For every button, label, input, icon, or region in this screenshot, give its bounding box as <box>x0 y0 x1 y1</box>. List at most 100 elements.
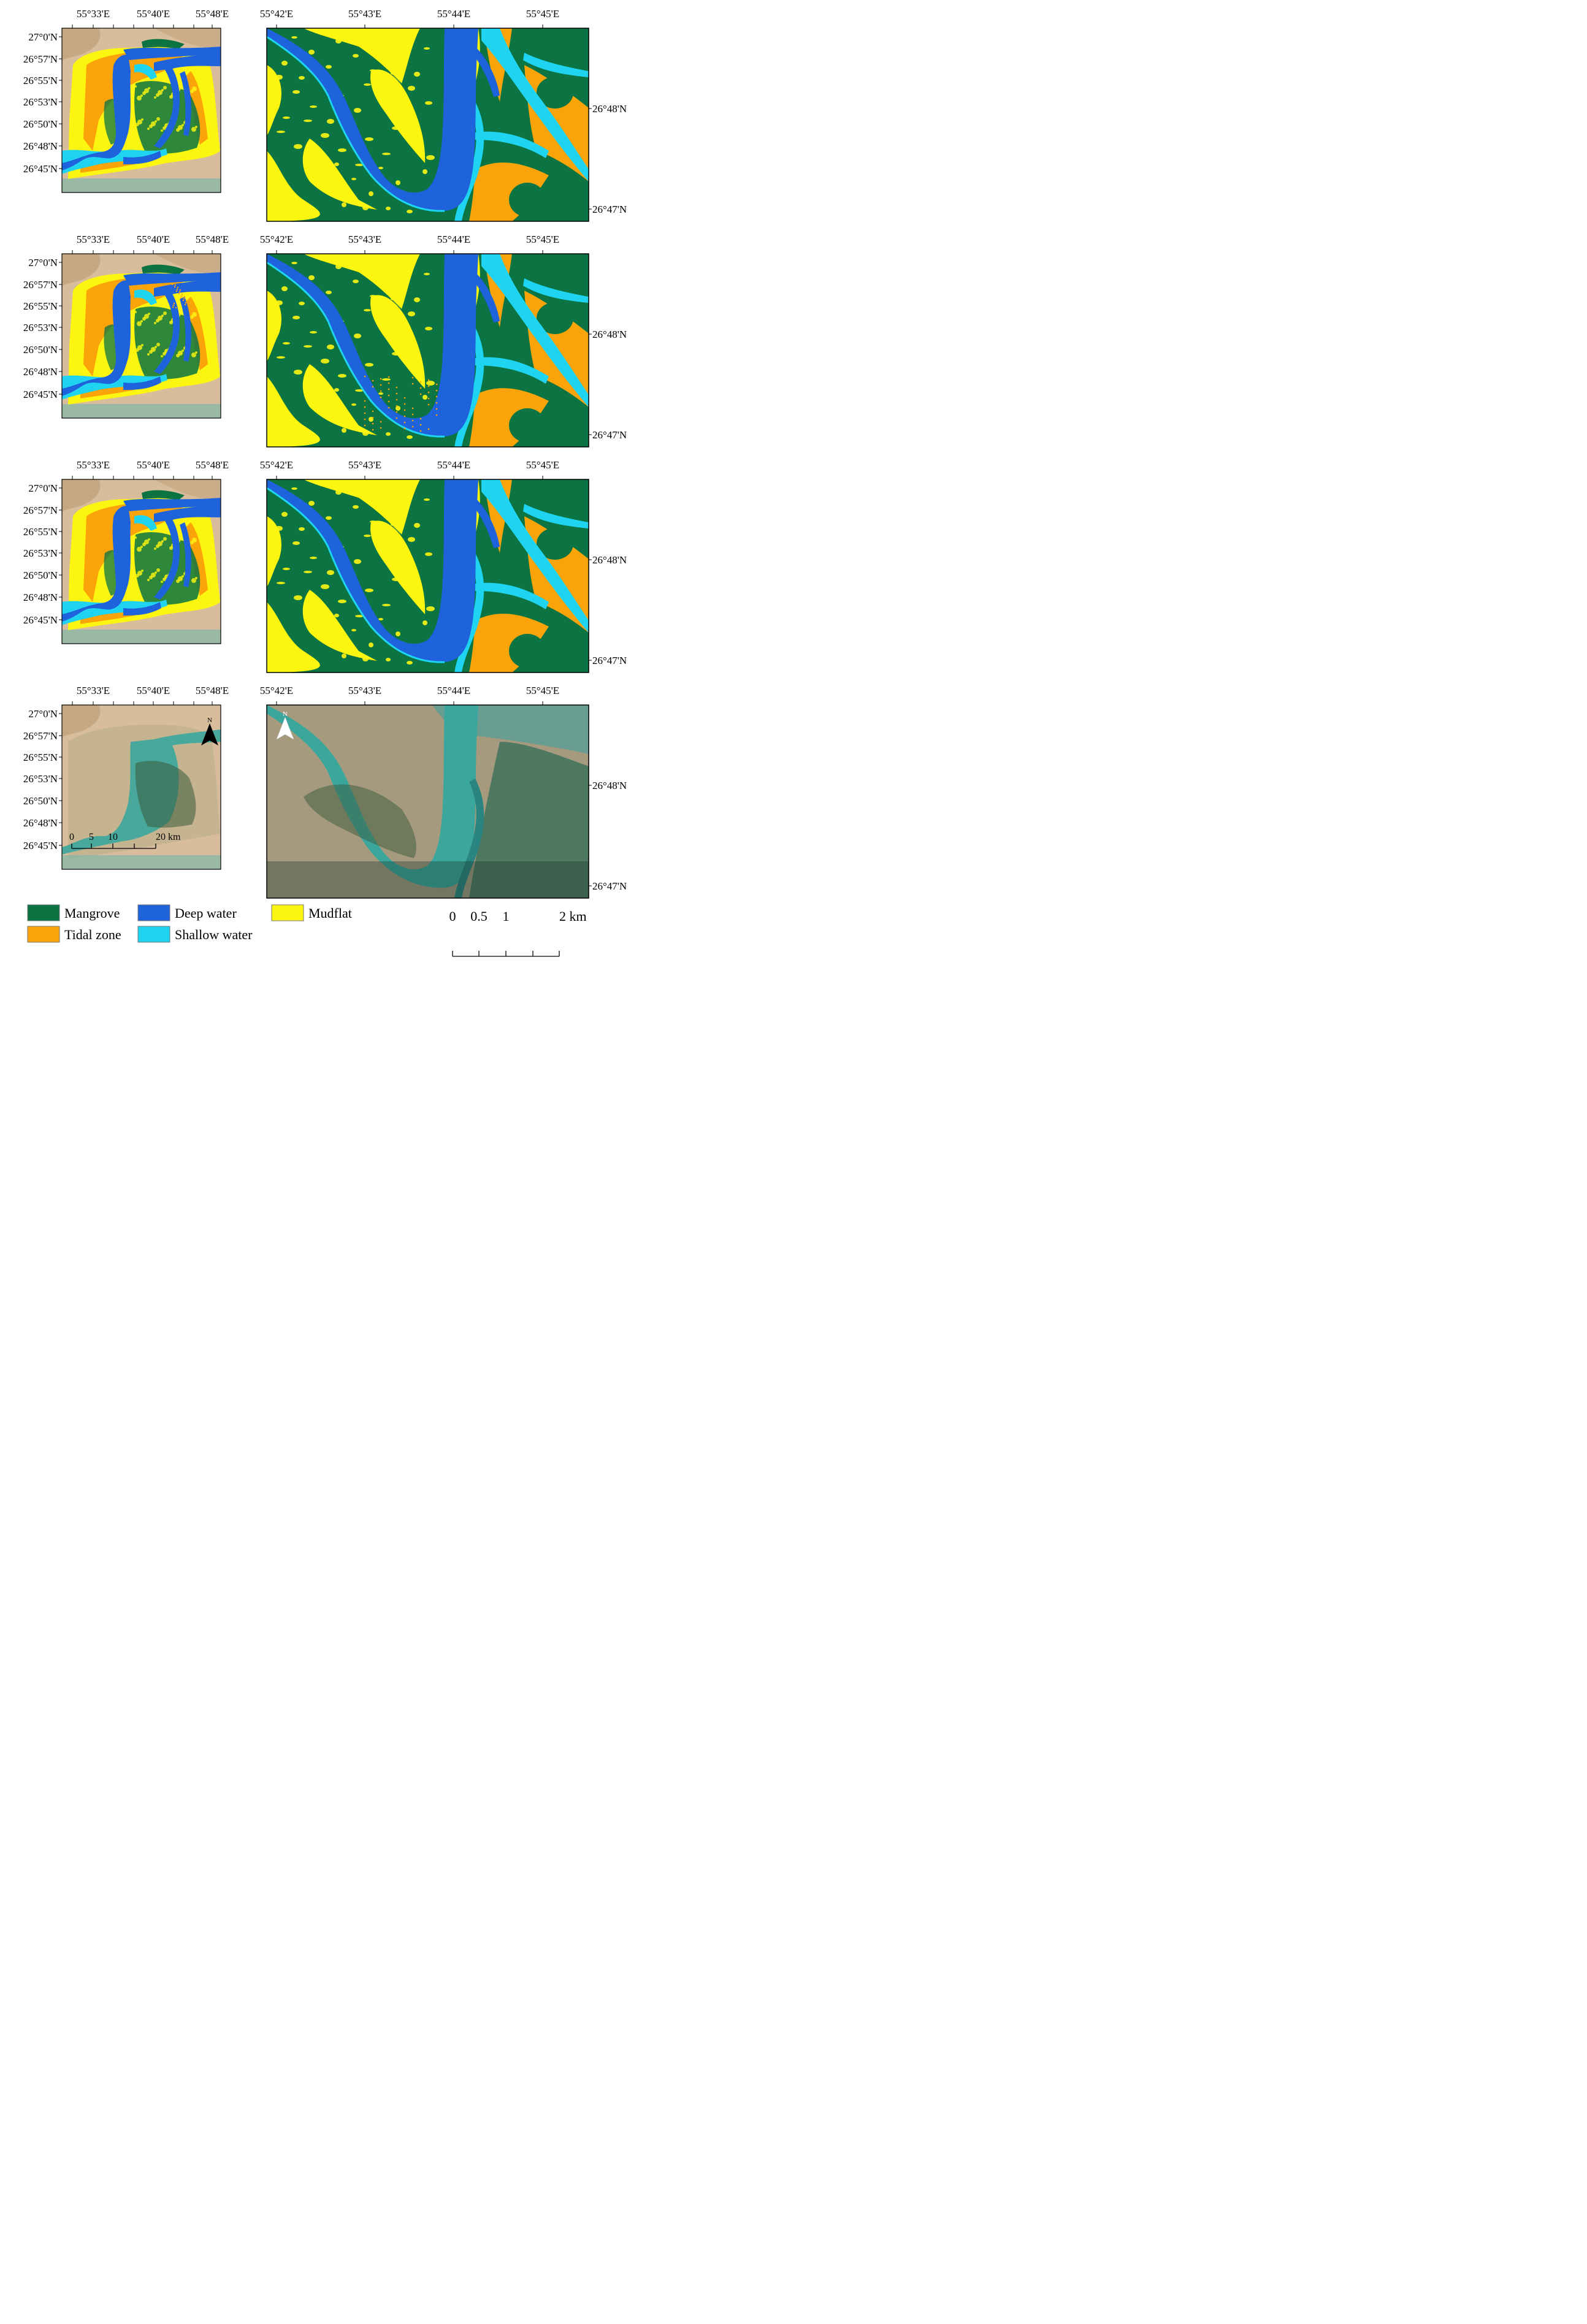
tidal-speck <box>411 376 414 379</box>
shallow-water <box>454 327 484 447</box>
scale-bar-large: 0 0.5 1 2 km <box>449 909 587 957</box>
large-map-lat-label: 26°47'N <box>592 204 627 215</box>
mudflat-patch <box>327 119 334 124</box>
shallow-water <box>481 28 589 181</box>
mudflat-patch <box>364 535 371 537</box>
small-map-lat-label: 26°50'N <box>23 795 58 807</box>
small-map-content <box>62 254 221 418</box>
mudflat-patch <box>381 322 388 327</box>
tidal-zone-area <box>469 162 549 221</box>
mudflat-patch <box>297 651 302 653</box>
mudflat-speck <box>148 313 150 315</box>
mudflat-speck <box>195 351 197 354</box>
mudflat-speck <box>156 343 160 346</box>
large-map-lat-label: 26°47'N <box>592 880 627 892</box>
mudflat-patch <box>293 541 300 545</box>
mudflat-patch <box>392 352 400 356</box>
mudflat-patch <box>342 428 346 433</box>
mangrove-island <box>555 633 589 669</box>
mudflat-speck <box>140 320 143 322</box>
mudflat-patch <box>408 311 415 316</box>
tidal-speck <box>419 424 422 426</box>
mudflat-speck <box>163 126 166 130</box>
tidal-speck <box>427 403 430 406</box>
north-arrow-icon <box>201 723 218 745</box>
tidal-speck <box>388 376 390 378</box>
north-arrow-icon <box>276 717 294 740</box>
lower-shade <box>267 861 589 898</box>
mudflat-patch <box>335 264 342 269</box>
mudflat-speck <box>182 124 184 126</box>
small-map-lat-label: 26°45'N <box>23 163 58 175</box>
mudflat-patch <box>362 431 369 436</box>
legend: Mangrove Deep water Mudflat Tidal zone Shall… <box>27 904 352 943</box>
tidal-speck <box>411 419 414 422</box>
north-arrow: N <box>201 717 218 745</box>
mangrove-island <box>537 528 573 560</box>
large-map-lon-label: 55°43'E <box>348 8 381 20</box>
tidal-speck <box>427 385 430 387</box>
right-mangroves <box>469 742 589 898</box>
mudflat-speck <box>155 120 157 123</box>
deep-water-channel <box>62 506 131 622</box>
mudflat-patch <box>398 112 405 116</box>
mangrove-island <box>555 407 589 444</box>
mudflat-patch <box>424 498 430 501</box>
tidal-speck <box>396 386 398 389</box>
large-map-content <box>267 28 589 221</box>
mudflat-speck <box>148 87 150 90</box>
small-map-content: N 0 5 10 20 km <box>62 705 221 869</box>
mudflat-patch <box>426 381 435 386</box>
mudflat-area <box>370 69 426 163</box>
tidal-speck <box>427 379 430 381</box>
mudflat-patch <box>294 595 302 600</box>
mudflat-speck <box>147 579 150 581</box>
deep-water-channel <box>180 297 191 362</box>
legend-swatch-mudflat <box>271 904 304 921</box>
tidal-speck <box>396 405 398 407</box>
large-map-lon-label: 55°43'E <box>348 685 381 696</box>
mudflat-speck <box>137 547 142 552</box>
large-map-lon-label: 55°45'E <box>526 8 559 20</box>
map-row-4: N 0 5 10 20 km 55°33'E 55°40'E 55°48'E 27°0'N 26°… <box>23 685 627 899</box>
tidal-speck <box>411 383 414 385</box>
mudflat-speck <box>163 352 166 356</box>
mudflat-speck <box>182 349 184 352</box>
mudflat-patch <box>409 367 418 370</box>
mudflat-patch <box>425 552 432 556</box>
mudflat-speck <box>149 350 153 354</box>
mangrove-island <box>537 77 573 109</box>
mudflat-patch <box>335 490 342 495</box>
mudflat-speck <box>134 536 137 539</box>
mountain-shading <box>62 28 101 60</box>
mudflat-patch <box>382 604 391 606</box>
shallow-water <box>475 582 549 609</box>
deep-water-channel <box>154 66 180 148</box>
deep-water-channel <box>473 47 500 97</box>
mangrove-island <box>509 183 546 217</box>
scale-bar-label: 5 <box>89 832 94 842</box>
tidal-speck <box>388 382 390 384</box>
mudflat-patch <box>291 487 297 490</box>
mudflat-patch <box>297 200 302 202</box>
mudflat-area <box>267 602 320 672</box>
legend-label-shallow: Shallow water <box>175 927 253 942</box>
small-map-lat-label: 26°53'N <box>23 96 58 108</box>
mudflat-speck <box>134 85 137 88</box>
mudflat-patch <box>407 210 413 213</box>
mudflat-patch <box>321 359 329 364</box>
small-map-lat-label: 27°0'N <box>28 31 58 43</box>
mudflat-speck <box>176 579 180 583</box>
mudflat-patch <box>382 153 391 155</box>
figure-canvas: 55°33'E 55°40'E 55°48'E 27°0'N 26°57'N 26°55'… <box>23 8 627 957</box>
mudflat-patch <box>310 557 317 559</box>
mangrove-area <box>134 307 201 379</box>
mudflat-patch <box>353 54 359 58</box>
mudflat-patch <box>299 302 305 305</box>
map-row-3: 55°33'E 55°40'E 55°48'E 27°0'N 26°57'N 26°55'… <box>23 459 627 673</box>
mudflat-patch <box>293 90 300 94</box>
mudflat-patch <box>326 291 332 294</box>
small-map-lat-label: 26°48'N <box>23 366 58 378</box>
mudflat-patch <box>424 47 430 50</box>
mudflat-area <box>267 516 281 587</box>
